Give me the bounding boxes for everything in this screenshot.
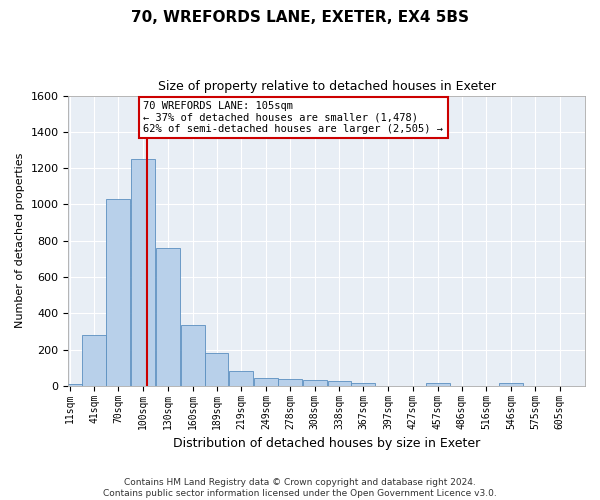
Y-axis label: Number of detached properties: Number of detached properties bbox=[15, 153, 25, 328]
Bar bbox=[131, 159, 155, 386]
Text: 70, WREFORDS LANE, EXETER, EX4 5BS: 70, WREFORDS LANE, EXETER, EX4 5BS bbox=[131, 10, 469, 25]
Title: Size of property relative to detached houses in Exeter: Size of property relative to detached ho… bbox=[158, 80, 496, 93]
Text: 70 WREFORDS LANE: 105sqm
← 37% of detached houses are smaller (1,478)
62% of sem: 70 WREFORDS LANE: 105sqm ← 37% of detach… bbox=[143, 101, 443, 134]
Bar bbox=[205, 353, 229, 386]
Bar bbox=[352, 383, 376, 386]
Bar bbox=[181, 325, 205, 386]
Bar bbox=[426, 383, 449, 386]
Text: Contains HM Land Registry data © Crown copyright and database right 2024.
Contai: Contains HM Land Registry data © Crown c… bbox=[103, 478, 497, 498]
Bar bbox=[82, 335, 106, 386]
X-axis label: Distribution of detached houses by size in Exeter: Distribution of detached houses by size … bbox=[173, 437, 481, 450]
Bar bbox=[229, 372, 253, 386]
Bar bbox=[328, 381, 352, 386]
Bar bbox=[303, 380, 327, 386]
Bar bbox=[499, 383, 523, 386]
Bar bbox=[58, 384, 82, 386]
Bar bbox=[156, 248, 180, 386]
Bar bbox=[278, 378, 302, 386]
Bar bbox=[254, 378, 278, 386]
Bar bbox=[106, 199, 130, 386]
